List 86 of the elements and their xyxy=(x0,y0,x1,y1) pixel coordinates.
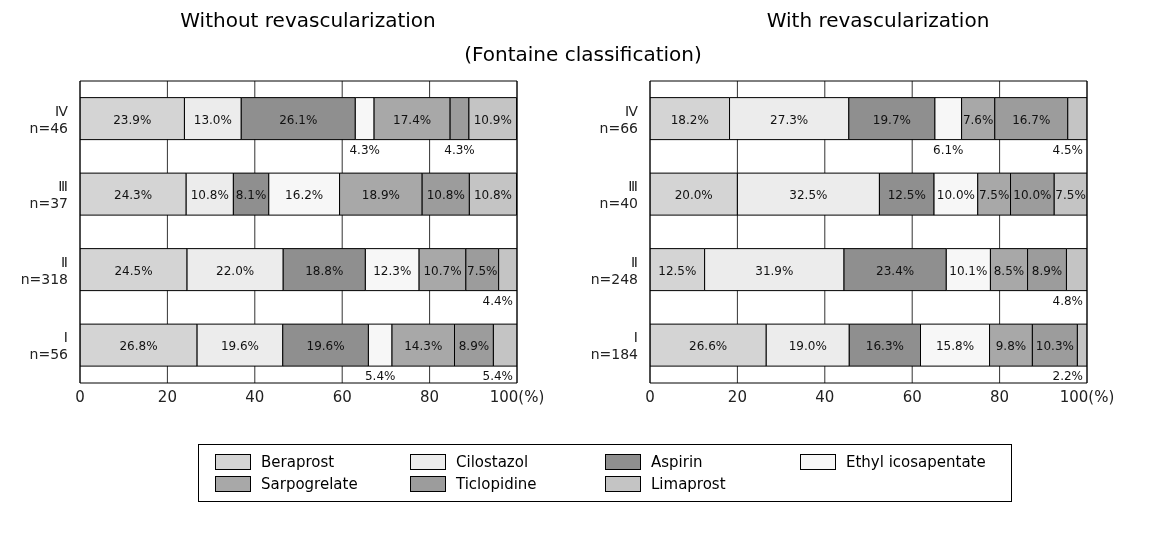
chart-title: Without revascularization xyxy=(179,8,437,34)
y-tick-label: Ⅱ n=248 xyxy=(590,253,638,287)
x-tick-label: 80 xyxy=(990,387,1010,406)
data-label: 5.4% xyxy=(364,369,396,384)
data-label: 19.7% xyxy=(872,112,911,127)
data-label: 8.1% xyxy=(235,188,267,203)
x-tick-label: 60 xyxy=(902,387,922,406)
data-label: 7.6% xyxy=(962,112,994,127)
data-label: 31.9% xyxy=(755,263,794,278)
y-tick-label: Ⅱ n=318 xyxy=(20,253,68,287)
data-label: 7.5% xyxy=(978,188,1010,203)
data-label: 7.5% xyxy=(467,263,498,278)
data-label: 8.9% xyxy=(1031,263,1063,278)
legend-label: Ticlopidine xyxy=(456,475,537,493)
data-label: 23.4% xyxy=(876,263,915,278)
data-label: 26.8% xyxy=(119,339,158,354)
legend-label: Aspirin xyxy=(651,453,703,471)
x-tick-label: 80 xyxy=(420,387,440,406)
y-tick-label: Ⅳ n=66 xyxy=(599,102,639,136)
data-label: 10.8% xyxy=(426,188,465,203)
data-label: 4.5% xyxy=(1052,142,1083,157)
data-label: 18.8% xyxy=(305,263,344,278)
data-label: 2.2% xyxy=(1052,369,1083,384)
x-tick-label: 60 xyxy=(332,387,352,406)
data-label: 27.3% xyxy=(770,112,809,127)
data-label: 10.8% xyxy=(473,188,513,203)
data-label: 5.4% xyxy=(482,369,513,384)
data-label: 10.0% xyxy=(936,188,975,203)
legend-label: Limaprost xyxy=(651,475,726,493)
data-label: 15.8% xyxy=(935,339,975,354)
data-label: 24.5% xyxy=(114,263,153,278)
legend-label: Ethyl icosapentate xyxy=(846,453,986,471)
data-label: 7.5% xyxy=(1055,188,1086,203)
legend-label: Beraprost xyxy=(261,453,335,471)
y-tick-label: Ⅰ n=184 xyxy=(590,329,639,363)
x-tick-label: 100(%) xyxy=(489,387,545,406)
x-tick-label: 0 xyxy=(75,387,85,406)
data-label: 19.6% xyxy=(220,339,259,354)
x-tick-label: 40 xyxy=(245,387,265,406)
data-label: 23.9% xyxy=(113,112,152,127)
data-label: 24.3% xyxy=(114,188,153,203)
legend-label: Cilostazol xyxy=(456,453,529,471)
data-label: 6.1% xyxy=(933,142,964,157)
data-label: 16.7% xyxy=(1012,112,1051,127)
data-label: 9.8% xyxy=(995,339,1027,354)
data-label: 19.6% xyxy=(306,339,345,354)
data-label: 10.7% xyxy=(423,263,462,278)
chart-title: With revascularization xyxy=(765,8,991,34)
legend-label: Sarpogrelate xyxy=(261,475,358,493)
data-label: 16.2% xyxy=(285,188,324,203)
y-tick-label: Ⅰ n=56 xyxy=(29,329,69,363)
data-label: 16.3% xyxy=(865,339,904,354)
data-label: 4.8% xyxy=(1052,293,1083,308)
data-label: 14.3% xyxy=(404,339,443,354)
x-tick-label: 0 xyxy=(645,387,655,406)
x-tick-label: 100(%) xyxy=(1059,387,1115,406)
data-label: 4.4% xyxy=(482,293,513,308)
data-label: 26.6% xyxy=(689,339,728,354)
data-label: 20.0% xyxy=(674,188,713,203)
data-label: 18.9% xyxy=(361,188,400,203)
data-label: 12.5% xyxy=(658,263,697,278)
data-label: 10.1% xyxy=(949,263,988,278)
data-label: 13.0% xyxy=(193,112,232,127)
y-tick-label: Ⅳ n=46 xyxy=(29,102,69,136)
data-label: 4.3% xyxy=(444,142,475,157)
data-label: 8.9% xyxy=(458,339,490,354)
data-label: 18.2% xyxy=(670,112,709,127)
data-label: 19.0% xyxy=(788,339,827,354)
x-tick-label: 40 xyxy=(815,387,835,406)
data-label: 17.4% xyxy=(393,112,432,127)
x-tick-label: 20 xyxy=(727,387,747,406)
data-label: 32.5% xyxy=(789,188,828,203)
data-label: 4.3% xyxy=(349,142,380,157)
text: (Fontaine classification) xyxy=(463,42,703,66)
data-label: 10.0% xyxy=(1013,188,1052,203)
data-label: 12.3% xyxy=(373,263,412,278)
data-label: 10.3% xyxy=(1035,339,1074,354)
data-label: 12.5% xyxy=(887,188,926,203)
x-tick-label: 20 xyxy=(157,387,177,406)
data-label: 10.9% xyxy=(473,112,512,127)
y-tick-label: Ⅲ n=40 xyxy=(599,178,638,212)
data-label: 10.8% xyxy=(190,188,229,203)
data-label: 26.1% xyxy=(279,112,318,127)
y-tick-label: Ⅲ n=37 xyxy=(29,178,68,212)
data-label: 8.5% xyxy=(993,263,1025,278)
data-label: 22.0% xyxy=(216,263,255,278)
